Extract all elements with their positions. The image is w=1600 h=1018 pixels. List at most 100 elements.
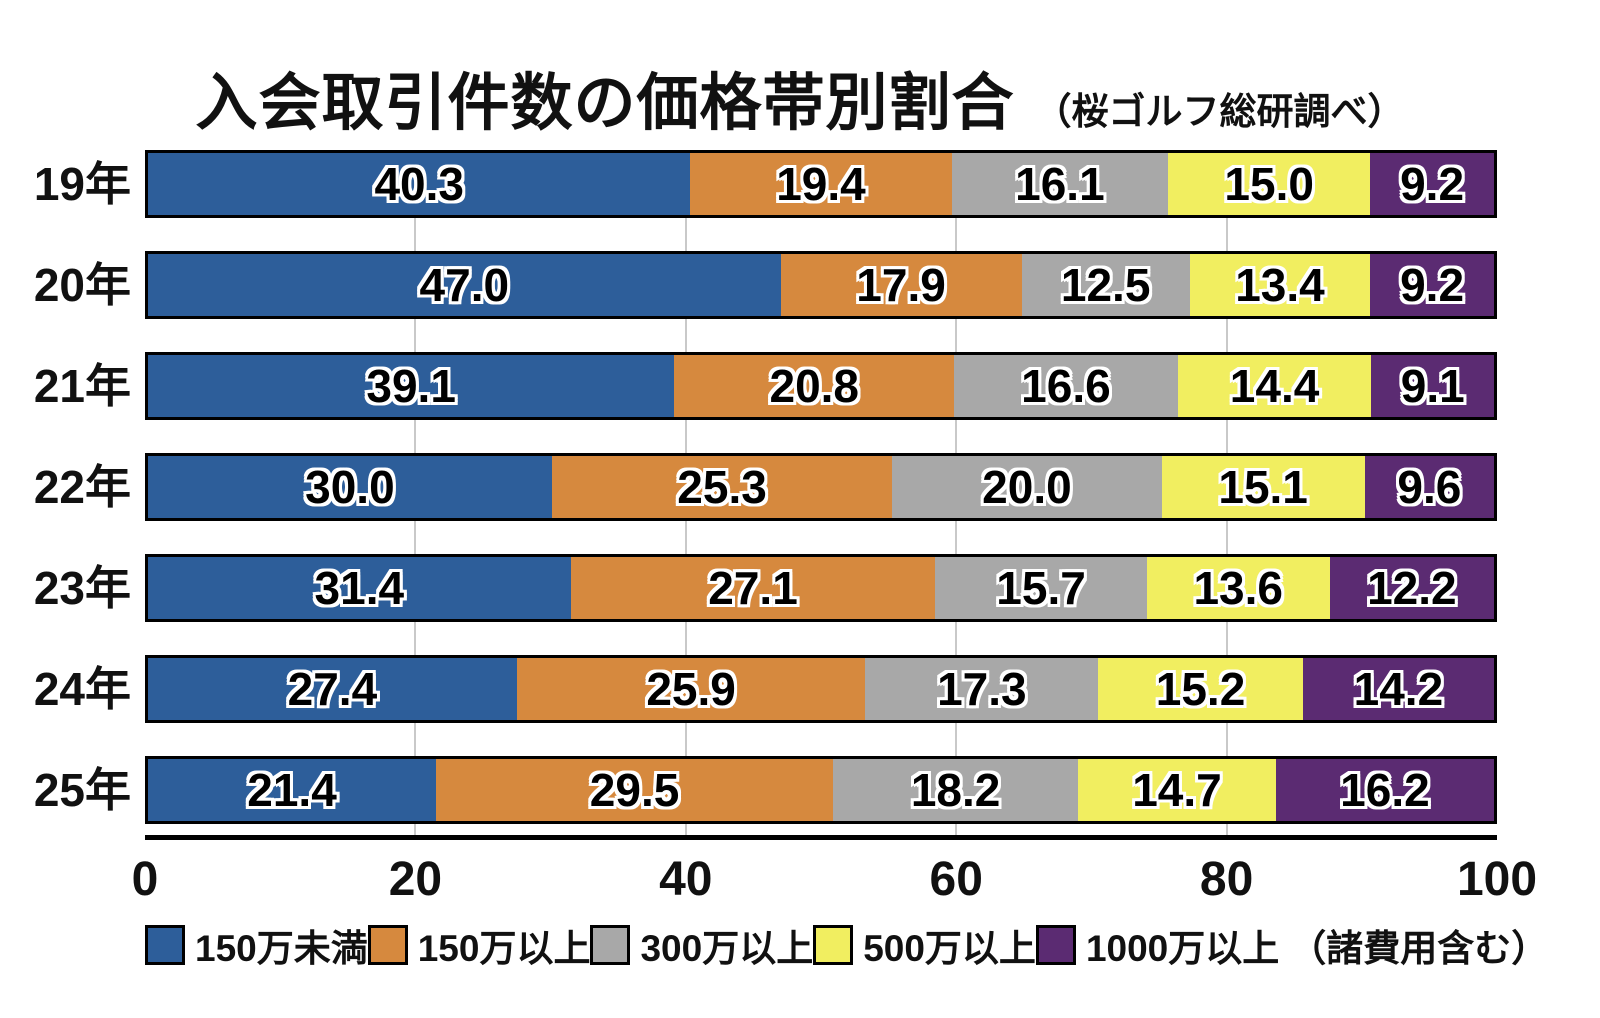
legend-item: 150万未満 (145, 918, 368, 972)
bar-segment: 21.4 (148, 759, 437, 821)
bar-segment: 27.4 (148, 658, 517, 720)
segment-value: 21.4 (247, 764, 337, 816)
bar-row: 23年 31.4 27.1 15.7 13.6 12.2 (34, 554, 1497, 622)
page-title: 入会取引件数の価格帯別割合 (195, 69, 1015, 138)
bar-segment: 20.8 (674, 355, 955, 417)
legend-item: 1000万以上 （諸費用含む） (1035, 918, 1549, 972)
title-row: 入会取引件数の価格帯別割合 （桜ゴルフ総研調べ） (0, 52, 1600, 142)
segment-value: 9.2 (1400, 158, 1465, 210)
segment-value: 14.7 (1132, 764, 1222, 816)
bar-segment: 15.7 (935, 557, 1147, 619)
legend-label: 150万未満 (195, 928, 368, 969)
legend-suffix: （諸費用含む） (1289, 928, 1549, 969)
plot-area: 19年 40.3 19.4 16.1 15.0 9.2 20年 47.0 17.9 12.5 13.… (34, 150, 1497, 840)
bar-row: 22年 30.0 25.3 20.0 15.1 9.6 (34, 453, 1497, 521)
segment-value: 13.4 (1235, 259, 1325, 311)
bar-segment: 20.0 (892, 456, 1162, 518)
segment-value: 31.4 (314, 562, 405, 614)
segment-value: 17.3 (937, 663, 1027, 715)
legend-item: 150万以上 (367, 918, 591, 972)
stacked-bar: 39.1 20.8 16.6 14.4 9.1 (145, 352, 1497, 420)
segment-value: 39.1 (366, 360, 456, 412)
x-axis-label: 60 (929, 853, 983, 906)
y-axis-label: 21年 (33, 360, 131, 412)
x-axis-label: 0 (131, 853, 159, 906)
chart-rows: 19年 40.3 19.4 16.1 15.0 9.2 20年 47.0 17.9 12.5 13.… (34, 150, 1497, 824)
stacked-bar: 47.0 17.9 12.5 13.4 9.2 (145, 251, 1497, 319)
bar-segment: 9.1 (1371, 355, 1494, 417)
bar-row: 19年 40.3 19.4 16.1 15.0 9.2 (34, 150, 1497, 218)
legend-item: 500万以上 (813, 918, 1036, 972)
bar-segment: 18.2 (833, 759, 1079, 821)
segment-value: 9.1 (1400, 360, 1465, 412)
segment-value: 16.1 (1015, 158, 1105, 210)
segment-value: 15.7 (996, 562, 1086, 614)
bar-segment: 15.1 (1161, 456, 1365, 518)
segment-value: 17.9 (856, 259, 946, 311)
segment-value: 20.8 (769, 360, 860, 412)
segment-value: 20.0 (982, 461, 1072, 513)
legend-swatch (813, 925, 854, 965)
bar-segment: 9.2 (1370, 254, 1494, 316)
legend-swatch (590, 925, 631, 965)
y-axis-label: 19年 (33, 158, 131, 210)
stacked-bar: 30.0 25.3 20.0 15.1 9.6 (145, 453, 1497, 521)
segment-value: 9.6 (1397, 461, 1462, 513)
x-axis-label: 20 (388, 853, 443, 906)
bar-segment: 17.9 (780, 254, 1022, 316)
stacked-bar: 40.3 19.4 16.1 15.0 9.2 (145, 150, 1497, 218)
bar-segment: 40.3 (148, 153, 691, 215)
bar-segment: 17.3 (865, 658, 1099, 720)
bar-segment: 16.1 (951, 153, 1169, 215)
y-axis-label: 24年 (33, 663, 131, 715)
bar-segment: 39.1 (148, 355, 675, 417)
bar-segment: 25.3 (551, 456, 893, 518)
segment-value: 29.5 (589, 764, 680, 816)
segment-value: 15.1 (1218, 461, 1308, 513)
bar-segment: 29.5 (436, 759, 834, 821)
bar-segment: 25.9 (516, 658, 866, 720)
bar-segment: 19.4 (690, 153, 952, 215)
title-note: （桜ゴルフ総研調べ） (1034, 91, 1405, 132)
segment-value: 15.2 (1155, 663, 1246, 715)
segment-value: 14.2 (1353, 663, 1444, 715)
y-axis-label: 23年 (33, 562, 131, 614)
bar-segment: 16.6 (954, 355, 1178, 417)
bar-row: 20年 47.0 17.9 12.5 13.4 9.2 (34, 251, 1497, 319)
segment-value: 13.6 (1193, 562, 1283, 614)
bar-segment: 27.1 (570, 557, 936, 619)
legend-label: 1000万以上 (1085, 928, 1280, 969)
x-axis-label: 100 (1456, 853, 1538, 906)
bar-segment: 13.6 (1146, 557, 1330, 619)
segment-value: 16.2 (1340, 764, 1430, 816)
stacked-bar: 31.4 27.1 15.7 13.6 12.2 (145, 554, 1497, 622)
segment-value: 12.5 (1060, 259, 1151, 311)
x-axis-label: 40 (659, 853, 713, 906)
segment-value: 25.9 (646, 663, 736, 715)
segment-value: 47.0 (419, 259, 510, 311)
bar-segment: 14.7 (1078, 759, 1276, 821)
legend-swatch (1035, 925, 1076, 965)
legend-label: 300万以上 (640, 928, 814, 969)
stacked-bar: 21.4 29.5 18.2 14.7 16.2 (145, 756, 1497, 824)
legend-label: 150万以上 (417, 928, 591, 969)
bar-segment: 31.4 (148, 557, 571, 619)
segment-value: 27.1 (708, 562, 798, 614)
bar-segment: 30.0 (148, 456, 552, 518)
bar-segment: 15.2 (1098, 658, 1303, 720)
stacked-bar: 27.4 25.9 17.3 15.2 14.2 (145, 655, 1497, 723)
segment-value: 18.2 (910, 764, 1001, 816)
segment-value: 9.2 (1400, 259, 1465, 311)
bar-segment: 47.0 (148, 254, 781, 316)
segment-value: 40.3 (374, 158, 464, 210)
legend-swatch (145, 925, 185, 965)
bar-segment: 12.5 (1021, 254, 1190, 316)
bar-segment: 14.2 (1302, 658, 1494, 720)
bar-segment: 16.2 (1275, 759, 1494, 821)
x-axis-labels: 0 20 40 60 80 100 (132, 852, 1537, 908)
bar-segment: 15.0 (1168, 153, 1371, 215)
y-axis-label: 22年 (33, 461, 131, 513)
bar-row: 21年 39.1 20.8 16.6 14.4 9.1 (34, 352, 1497, 420)
bar-segment: 13.4 (1189, 254, 1371, 316)
